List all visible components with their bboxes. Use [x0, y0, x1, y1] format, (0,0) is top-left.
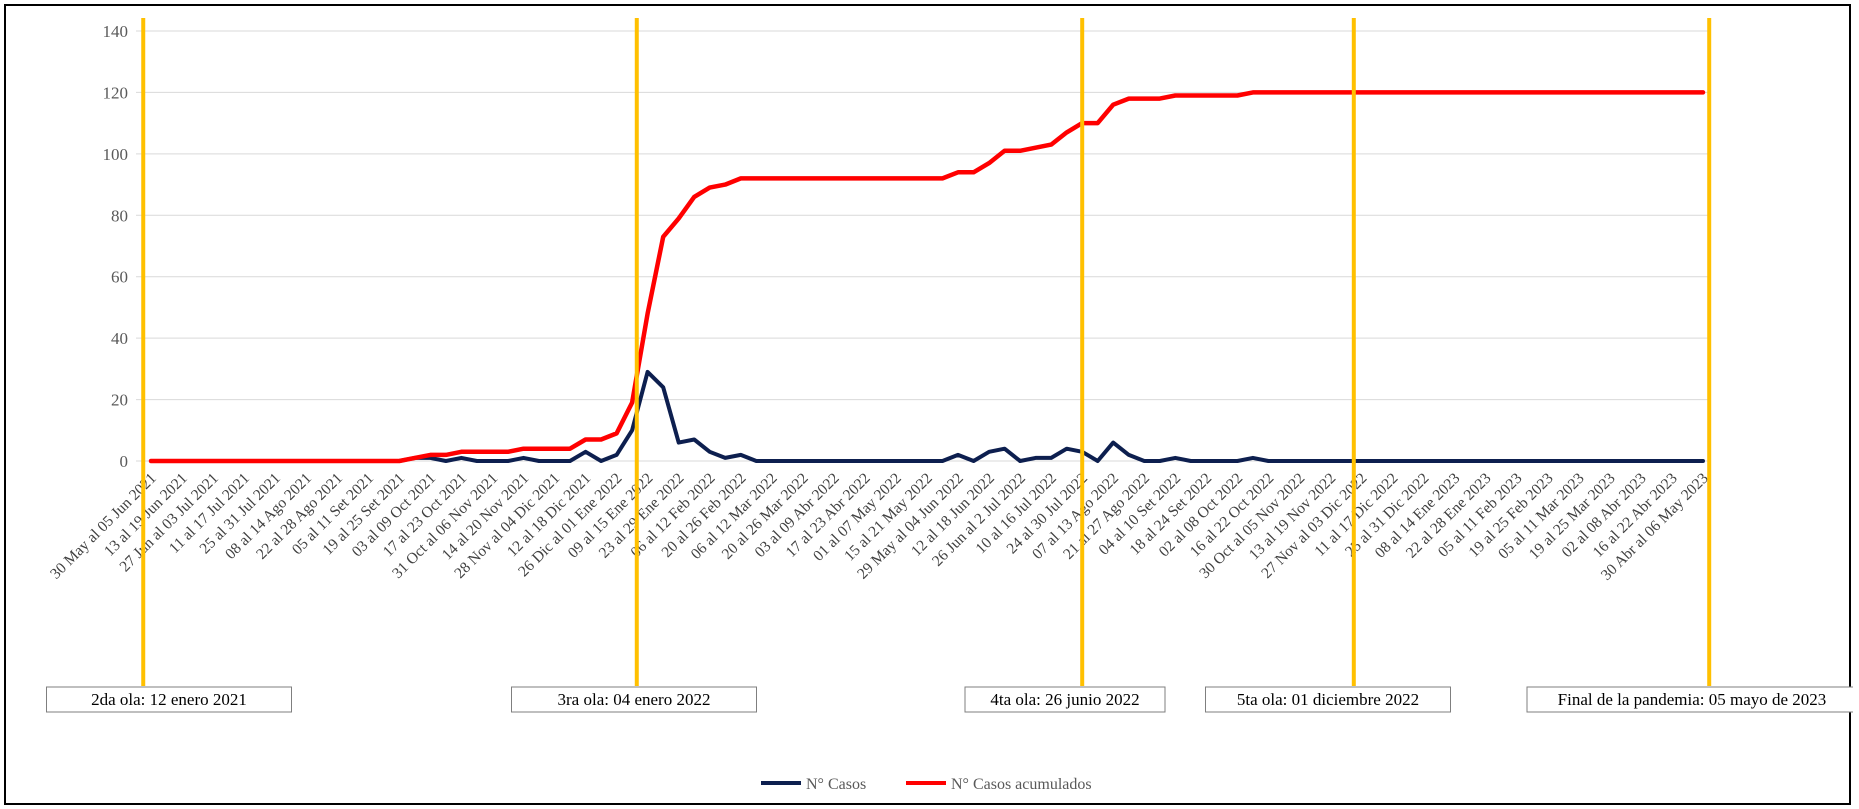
legend-label: N° Casos acumulados: [951, 776, 1092, 793]
wave-annotation-label: 2da ola: 12 enero 2021: [91, 690, 247, 709]
legend-label: N° Casos: [806, 776, 866, 793]
chart-frame: 0 20 40 60 80 100 120 140 30 May al 05 Jun 2021 1…: [4, 4, 1853, 805]
y-tick-label: 60: [111, 268, 128, 287]
y-tick-label: 0: [120, 452, 129, 471]
wave-annotation-label: Final de la pandemia: 05 mayo de 2023: [1558, 690, 1827, 709]
y-tick-label: 80: [111, 206, 128, 225]
y-tick-label: 100: [103, 145, 129, 164]
wave-annotation-box: [511, 686, 757, 713]
y-tick-label: 20: [111, 391, 128, 410]
wave-annotation-label: 5ta ola: 01 diciembre 2022: [1237, 690, 1419, 709]
y-tick-label: 120: [103, 83, 129, 102]
y-tick-label: 140: [103, 22, 129, 41]
wave-annotation-box: [964, 686, 1166, 713]
wave-annotation-box: [1205, 686, 1451, 713]
wave-annotation-box: [46, 686, 292, 713]
wave-annotation-label: 4ta ola: 26 junio 2022: [990, 690, 1139, 709]
series-line-casos-acumulados: [148, 90, 1706, 464]
wave-annotation-label: 3ra ola: 04 enero 2022: [558, 690, 711, 709]
y-tick-label: 40: [111, 329, 128, 348]
wave-annotation-box: [1526, 686, 1853, 713]
series-line-casos: [149, 369, 1705, 463]
